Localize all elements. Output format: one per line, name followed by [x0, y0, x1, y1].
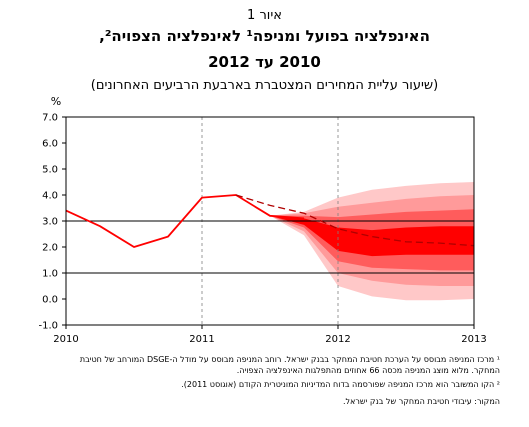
y-tick-label: 5.0 [42, 165, 58, 176]
y-tick-label: -1.0 [38, 321, 58, 332]
source-note: המקור: עיבודי חטיבת המחקר של בנק ישראל. [342, 397, 500, 406]
series-line-1 [65, 194, 305, 248]
y-tick-label: 2.0 [42, 243, 58, 254]
footnote-1: ¹ מרכז המניפה מבוסס על הערכת חטיבת המחקר… [79, 355, 500, 375]
series-lines [65, 194, 475, 248]
y-tick-label: 7.0 [42, 113, 58, 124]
x-tick-label: 2012 [325, 334, 350, 345]
series-line-2 [235, 194, 475, 247]
forecast-fan [270, 182, 474, 301]
y-tick-label: 4.0 [42, 191, 58, 202]
y-axis-label: % [51, 95, 61, 108]
chart-subtitle: (שיעור עליית המחירים המצטברת בארבעת הרבי… [90, 78, 439, 93]
chart-title-line2: 2010 עד 2012 [208, 53, 321, 71]
y-tick-label: 0.0 [42, 295, 58, 306]
x-tick-label: 2010 [53, 334, 78, 345]
y-tick-label: 1.0 [42, 269, 58, 280]
x-tick-label: 2013 [461, 334, 486, 345]
fan-band-4 [270, 215, 474, 257]
y-tick-label: 6.0 [42, 139, 58, 150]
figure-label: איור 1 [247, 8, 282, 23]
grid-lines [66, 117, 474, 325]
footnote-2: ² הקו המשובר הוא מרכז המניפה שפורסמה בדו… [181, 380, 500, 389]
chart-title-line1: האינפלציה בפועל ומניפה¹ לאינפלציה הצפויה… [99, 27, 430, 45]
x-tick-label: 2011 [189, 334, 214, 345]
axes: -1.0 0.0 1.0 2.0 3.0 4.0 5.0 6.0 7.0 2010 2011 2012… [38, 95, 486, 345]
y-tick-label: 3.0 [42, 217, 58, 228]
